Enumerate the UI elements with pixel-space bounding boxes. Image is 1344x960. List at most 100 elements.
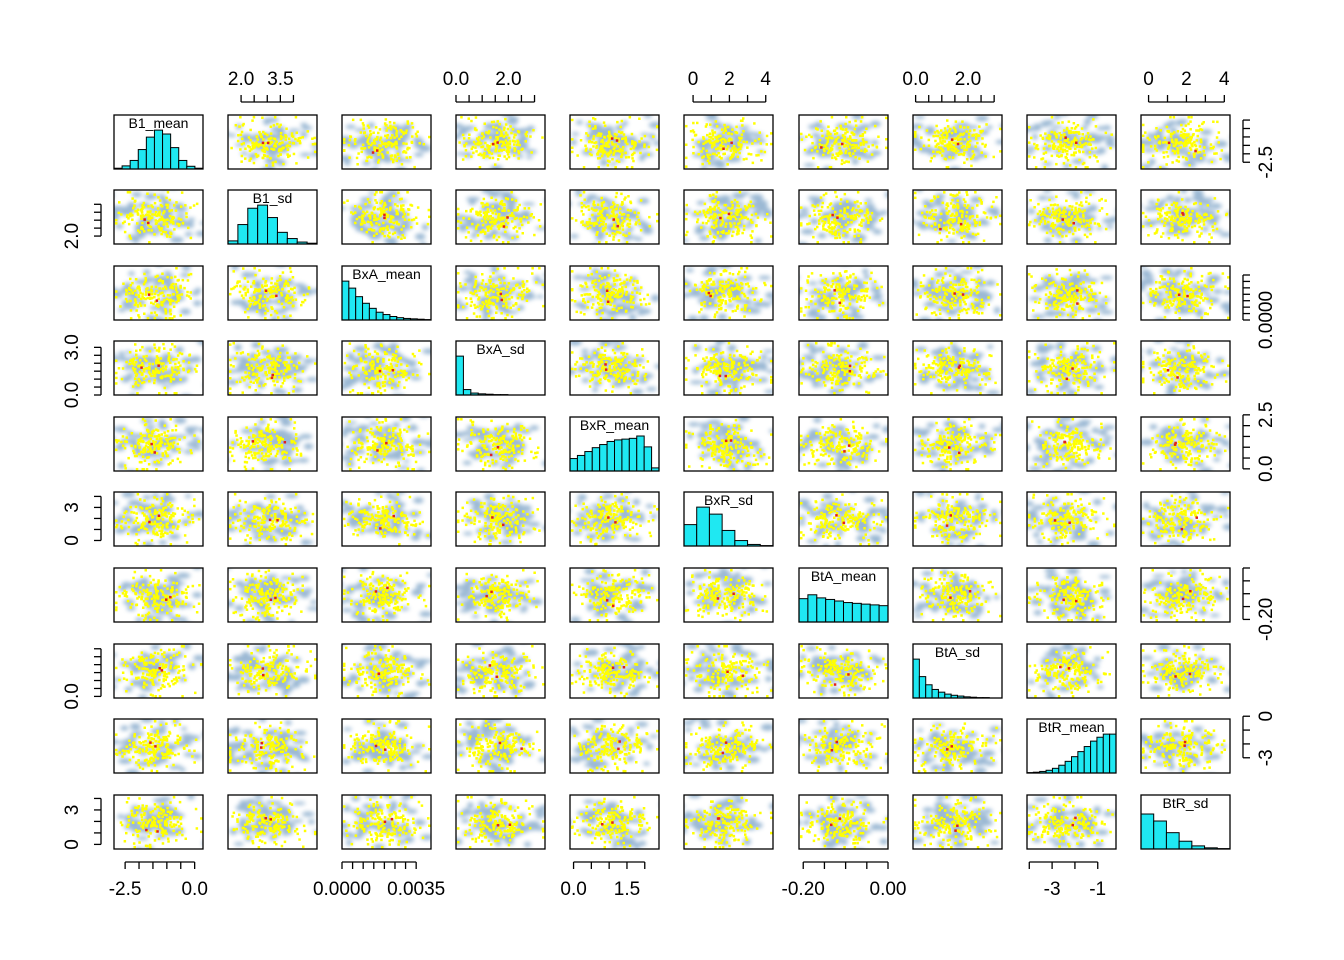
panel-frame	[341, 794, 432, 850]
panel-frame	[227, 114, 318, 170]
points	[1142, 494, 1230, 545]
tick-label: 0.0	[62, 683, 83, 709]
panel-BtA_sd-vs-BxR_sd	[683, 643, 774, 699]
panel-frame	[912, 794, 1003, 850]
panel-BxR_mean-vs-BxA_mean	[341, 416, 432, 472]
points	[343, 720, 431, 773]
hist-bar-BtR_mean-4	[1051, 767, 1060, 774]
panel-BxR_mean-vs-B1_sd	[227, 416, 318, 472]
density-cloud	[799, 492, 888, 546]
panel-BxA_mean-vs-B1_sd	[227, 265, 318, 321]
hist-bar-BtA_mean-6	[851, 602, 862, 623]
panel-BtA_sd-vs-BxR_mean	[569, 643, 660, 699]
panel-BxA_mean-vs-BxA_sd	[455, 265, 546, 321]
hist-bar-BtA_mean-4	[834, 600, 844, 623]
panel-frame	[798, 265, 889, 321]
points	[918, 569, 1002, 622]
panel-frame	[341, 416, 432, 472]
points	[229, 645, 317, 698]
hist-bar-BxR_mean-1	[576, 454, 586, 472]
panel-frame	[798, 189, 889, 245]
points	[229, 569, 304, 622]
panel-BxA_sd-vs-BxA_sd: BxA_sd	[455, 340, 546, 396]
points	[685, 569, 769, 622]
diag-label-BxA_mean: BxA_mean	[352, 266, 420, 282]
panel-frame	[569, 416, 660, 472]
points	[343, 796, 431, 849]
hist-bar-B1_sd-3	[257, 204, 269, 245]
panel-frame	[341, 114, 432, 170]
hist-bar-B1_sd-6	[286, 238, 298, 245]
points	[685, 418, 773, 471]
points	[685, 191, 773, 244]
points	[571, 342, 650, 395]
panel-BtA_sd-vs-B1_sd	[227, 643, 318, 699]
points	[457, 720, 541, 773]
points	[573, 723, 659, 773]
hist-bar-BtR_mean-8	[1077, 751, 1085, 774]
points	[915, 267, 1002, 320]
panel-frame	[798, 643, 889, 699]
points	[1028, 191, 1109, 244]
density-cloud	[228, 417, 314, 471]
panel-frame	[455, 189, 546, 245]
panel-frame	[113, 718, 204, 774]
points	[343, 570, 431, 622]
hist-bar-B1_sd-2	[247, 207, 259, 245]
panel-B1_mean-vs-BtR_sd	[1140, 114, 1231, 170]
points	[914, 119, 1002, 169]
panel-B1_mean-vs-BxA_sd	[455, 114, 546, 170]
hist-bar-BxR_mean-5	[606, 440, 616, 472]
panel-frame	[113, 794, 204, 850]
panel-BxR_sd-vs-BxA_sd	[455, 491, 546, 547]
tick-label: -0.20	[1256, 598, 1277, 641]
points	[1028, 646, 1111, 698]
panel-frame	[341, 491, 432, 547]
diag-label-BxR_mean: BxR_mean	[580, 417, 649, 433]
panel-frame	[683, 567, 774, 623]
panel-frame	[1026, 643, 1117, 699]
panel-frame	[341, 189, 432, 245]
points	[685, 796, 773, 849]
panel-B1_mean-vs-BtA_sd	[912, 114, 1003, 170]
panel-BxA_sd-vs-BtA_mean	[798, 340, 889, 396]
panel-frame	[455, 340, 546, 396]
points	[1028, 796, 1114, 848]
panel-frame	[912, 265, 1003, 321]
panel-frame	[798, 794, 889, 850]
hist-bar-BxA_mean-0	[341, 280, 350, 321]
panel-frame	[341, 567, 432, 623]
panel-BtA_mean-vs-B1_sd	[227, 567, 318, 623]
panel-BxR_mean-vs-BtR_sd	[1140, 416, 1231, 472]
panel-BxA_mean-vs-B1_mean	[113, 265, 204, 321]
hist-bar-BtR_mean-12	[1102, 733, 1111, 774]
hist-bar-B1_mean-4	[145, 136, 155, 170]
hist-bar-B1_mean-8	[178, 159, 188, 170]
panel-frame	[113, 265, 204, 321]
panel-BxA_sd-vs-BtA_sd	[912, 340, 1003, 396]
hist-bar-BxR_sd-3	[721, 529, 736, 547]
tick-label: 0.00	[870, 879, 907, 900]
points	[1142, 116, 1224, 169]
panel-frame	[455, 643, 546, 699]
panel-BxR_mean-vs-B1_mean	[113, 416, 204, 472]
points	[571, 116, 659, 169]
panel-BtA_mean-vs-B1_mean	[113, 567, 204, 623]
hist-bar-BtA_mean-3	[825, 598, 836, 623]
bottom-axis-B1_mean: -2.5 0.0	[109, 861, 208, 900]
points	[115, 267, 193, 320]
panel-BtA_mean-vs-BtA_mean: BtA_mean	[798, 567, 889, 623]
points	[800, 796, 888, 849]
panel-frame	[113, 340, 204, 396]
panel-frame	[912, 416, 1003, 472]
points	[802, 720, 888, 773]
panel-BxA_sd-vs-BxR_mean	[569, 340, 660, 396]
hist-bar-BxR_mean-7	[621, 438, 630, 472]
tick-label: 0.0000	[313, 879, 371, 900]
panel-frame	[569, 491, 660, 547]
panel-BxA_sd-vs-BxR_sd	[683, 340, 774, 396]
hist-bar-BxR_mean-10	[643, 446, 653, 472]
panel-frame	[1026, 567, 1117, 623]
panel-frame	[455, 491, 546, 547]
panel-frame	[798, 718, 889, 774]
